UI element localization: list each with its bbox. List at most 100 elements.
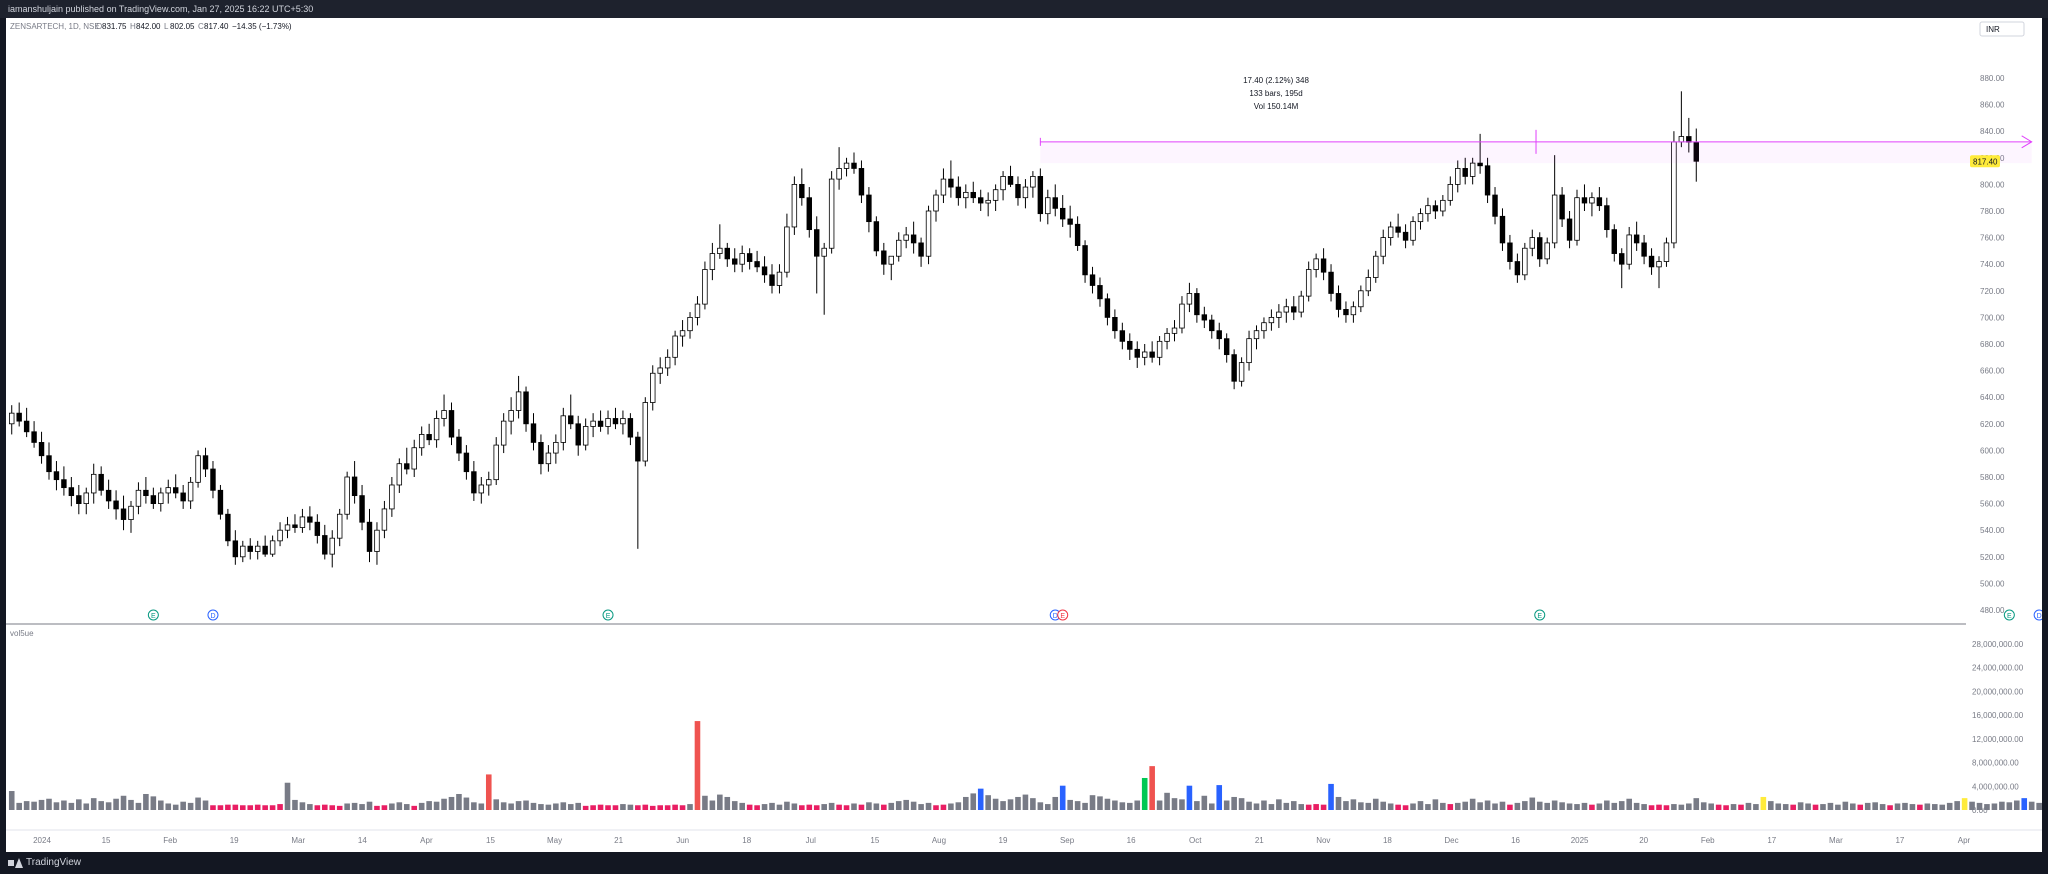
candle-body [478,484,485,494]
currency-badge[interactable]: INR [1979,21,2025,37]
candle-body [1678,136,1685,143]
close-value: 817.40 [204,22,229,31]
volume-bar [321,804,328,810]
candle [1305,261,1312,302]
volume-bar [1417,801,1424,810]
candle [1373,250,1379,283]
candle-body [821,247,827,257]
candle-body [732,258,738,265]
chart-svg[interactable]: ZENSARTECH, 1D, NSE O 831.75 H 842.00 L … [6,18,2048,852]
candle-body [150,495,157,504]
candle-body [963,191,969,199]
candle-body [195,455,201,483]
candle [1350,301,1357,323]
candle [292,514,298,533]
volume-bar [1678,804,1685,810]
candle [515,375,522,419]
candle [843,157,850,177]
candle-body [1097,285,1103,300]
candle-body [433,418,440,441]
volume-bar [195,797,201,810]
earnings-marker[interactable]: E [2003,609,2015,621]
candle-body [76,495,82,504]
candle [1417,208,1424,230]
earnings-marker[interactable]: E [1534,609,1546,621]
volume-bar [83,803,90,810]
candle [314,514,321,544]
candle-body [277,529,283,542]
volume-bar [284,782,291,810]
earnings-marker[interactable]: E [147,609,159,621]
volume-bar [1827,802,1834,810]
volume-bar [463,797,470,810]
volume-bar [1156,800,1163,810]
candle-body [1112,316,1118,332]
candle [1447,176,1454,206]
candle [1119,322,1126,350]
volume-bar [1797,802,1804,810]
volume-bar [1395,804,1401,810]
volume-bar [1566,803,1573,810]
price-tick: 500.00 [1980,579,2005,588]
candle [828,171,835,254]
time-axis[interactable]: 2024 15 Feb 19 Mar 14 Apr 15 May 21 Jun 18 Jul 15 Aug 1… [33,836,1970,845]
earnings-marker[interactable]: E [602,609,614,621]
volume-bar [1820,804,1826,810]
candle [1365,269,1372,297]
volume-tick: 28,000,000.00 [1972,640,2024,649]
volume-bar [389,803,395,810]
volume-bar [657,805,663,810]
volume-bar [292,799,298,810]
dividend-marker[interactable]: D [207,609,219,621]
candle [128,500,134,533]
low-label: L [164,22,169,31]
price-tick: 700.00 [1980,313,2005,322]
volume-bar [724,796,731,810]
volume-bar [1045,804,1051,810]
volume-bar [150,796,157,810]
candle [605,410,611,435]
candle-body [978,197,984,204]
symbol-name: ZENSARTECH, 1D, NSE [10,22,100,31]
candle-body [389,484,395,510]
volume-axis[interactable]: 28,000,000.00 24,000,000.00 20,000,000.00 1… [1972,640,2024,815]
event-marker-label: E [2007,613,2012,620]
candle [739,245,745,273]
volume-bar [1335,796,1342,810]
candle-body [814,229,820,257]
time-tick: 15 [870,836,879,845]
time-tick: 16 [1511,836,1520,845]
candle-body [1544,242,1550,260]
candle [1216,322,1222,350]
candle-body [1074,223,1081,246]
candle [1283,298,1290,323]
volume-bar [806,804,813,810]
candle [1611,224,1617,262]
earnings-marker[interactable]: E [1057,609,1069,621]
volume-bar [1738,804,1744,810]
measure-tool[interactable]: 17.40 (2.12%) 348 133 bars, 195d Vol 150… [1039,76,2033,164]
candle-body [202,455,209,470]
price-tick: 640.00 [1980,393,2005,402]
volume-tick: 0.00 [1972,806,1988,815]
candle [679,320,686,347]
volume-bar [776,804,783,810]
chart-panel[interactable]: ZENSARTECH, 1D, NSE O 831.75 H 842.00 L … [6,18,2048,852]
candle-body [262,545,268,555]
volume-bar [1604,800,1610,810]
volume-bar [948,803,954,810]
candle [247,538,253,560]
volume-bar [1268,804,1275,810]
candle [1134,341,1140,368]
volume-bar [1179,799,1185,810]
time-tick: Aug [932,836,946,845]
candle-body [1589,197,1595,204]
candle [38,431,45,464]
volume-bar [31,801,37,810]
candle [202,447,209,477]
volume-bar [1365,802,1372,810]
volume-bar [1656,804,1662,810]
dividend-marker[interactable]: D [2033,609,2045,621]
candle [1492,187,1498,225]
